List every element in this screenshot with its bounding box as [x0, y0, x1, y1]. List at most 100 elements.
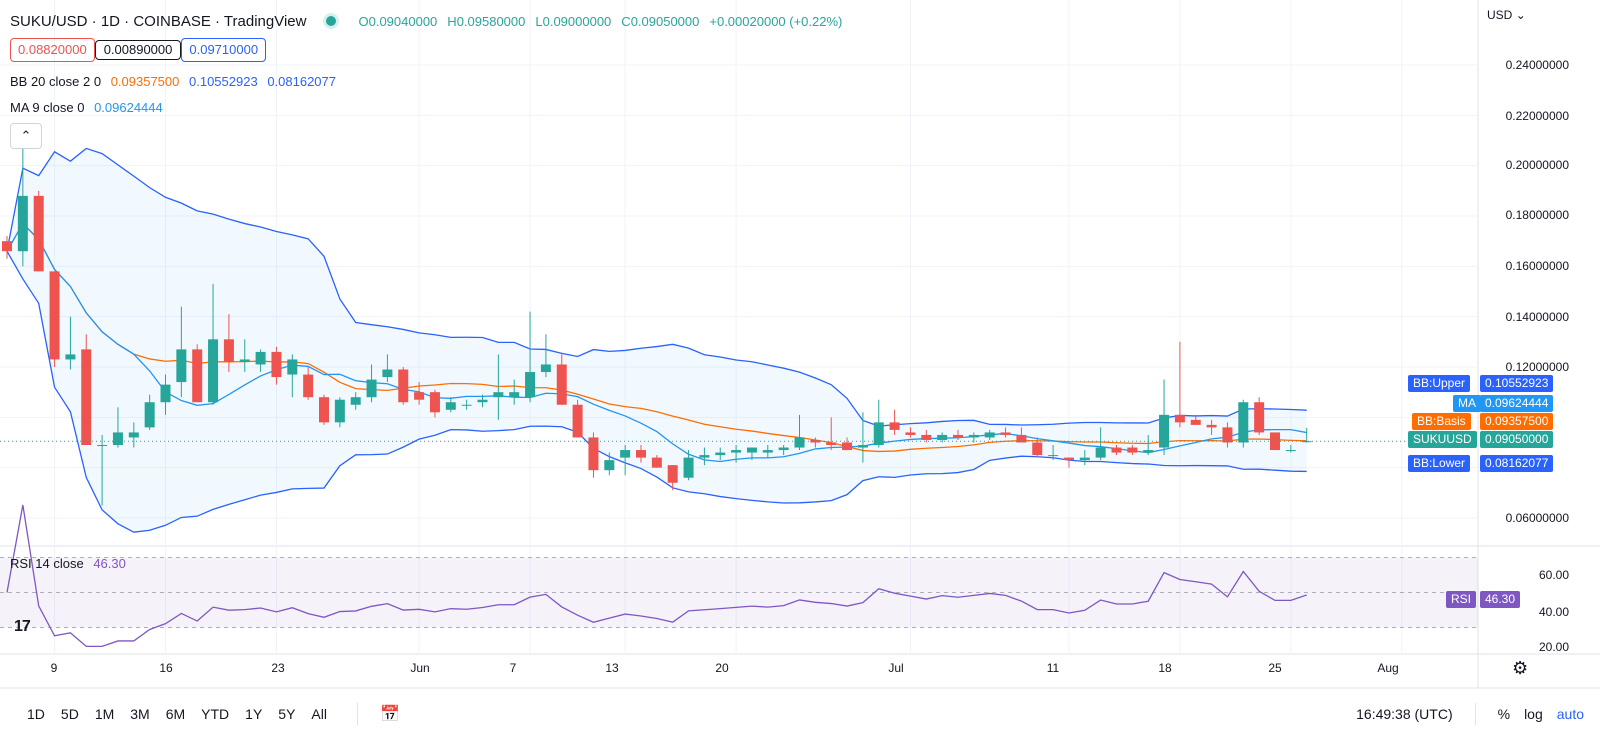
rsi-line [6, 504, 1307, 648]
candle-body [857, 445, 868, 448]
price-tick: 0.14000000 [1505, 310, 1569, 324]
candle-body [905, 432, 916, 435]
price-tick: 0.20000000 [1505, 158, 1569, 172]
ohlc-change: +0.00020000 (+0.22%) [709, 13, 843, 29]
candle-body [746, 447, 757, 453]
candle-body [1254, 402, 1265, 433]
candle-body [762, 450, 773, 453]
candle-body [683, 457, 694, 478]
candle-body [445, 402, 456, 410]
candle-body [620, 450, 631, 458]
bb-name: BB 20 close 2 0 [10, 74, 102, 89]
candle-body [287, 359, 298, 375]
settings-gear-icon[interactable]: ⚙ [1512, 658, 1529, 678]
range-5y[interactable]: 5Y [278, 706, 296, 722]
candle-body [192, 349, 203, 403]
go-to-date-calendar-icon[interactable]: 📅 [379, 706, 400, 723]
range-3m[interactable]: 3M [130, 706, 150, 722]
candle-body [414, 392, 425, 400]
time-tick: 20 [715, 661, 729, 675]
candle-body [984, 432, 995, 438]
rsi-tick: 20.00 [1538, 640, 1569, 654]
bb-band-fill [7, 148, 1307, 533]
ohlc-low: L0.09000000 [535, 13, 612, 29]
candle-body [33, 195, 44, 272]
time-tick: 18 [1158, 661, 1172, 675]
candle-body [1063, 457, 1074, 461]
candle-body [509, 392, 520, 398]
range-ytd[interactable]: YTD [201, 706, 230, 722]
range-all[interactable]: All [311, 706, 327, 722]
candle-body [826, 442, 837, 446]
candle-body [699, 455, 710, 458]
range-1m[interactable]: 1M [94, 706, 115, 722]
candle-body [1159, 414, 1170, 448]
buy-button[interactable]: 0.09710000 [181, 38, 267, 62]
candle-body [1238, 402, 1249, 443]
candle-body [334, 399, 345, 423]
candle-body [398, 369, 409, 403]
price-tick: 0.22000000 [1505, 109, 1569, 123]
price-tick: 0.24000000 [1505, 58, 1569, 72]
ma-line [6, 222, 1307, 463]
toolbar-divider [356, 703, 358, 725]
legend-rsi[interactable]: RSI 14 close 46.30 [10, 556, 126, 571]
candle-body [81, 349, 92, 446]
time-tick: Aug [1377, 661, 1399, 675]
time-tick: 7 [509, 661, 517, 675]
candle-body [1032, 442, 1043, 456]
chevron-down-icon: ⌄ [1515, 8, 1526, 22]
tag-bb-basis-name: BB:Basis [1412, 413, 1471, 430]
candle-body [889, 422, 900, 430]
candle-body [1222, 427, 1233, 443]
utc-clock[interactable]: 16:49:38 (UTC) [1356, 706, 1453, 722]
candle-body [65, 354, 76, 360]
symbol-title[interactable]: SUKU/USD · 1D · COINBASE · TradingView [10, 12, 307, 30]
rsi-tick: 40.00 [1538, 605, 1569, 619]
candle-body [271, 351, 282, 378]
candle-body [97, 445, 108, 447]
range-selector: 1D 5D 1M 3M 6M YTD 1Y 5Y All [19, 706, 335, 722]
time-tick: 13 [605, 661, 619, 675]
currency-selector[interactable]: USD ⌄ [1487, 8, 1526, 22]
percent-toggle[interactable]: % [1497, 706, 1511, 722]
price-tick: 0.06000000 [1505, 511, 1569, 525]
range-6m[interactable]: 6M [165, 706, 186, 722]
market-status-icon[interactable] [326, 16, 337, 26]
candle-body [778, 447, 789, 451]
candle-body [842, 442, 853, 451]
candle-body [636, 450, 646, 458]
price-tick: 0.18000000 [1505, 208, 1569, 222]
log-toggle[interactable]: log [1524, 706, 1543, 722]
auto-toggle[interactable]: auto [1556, 706, 1584, 722]
candle-body [1095, 447, 1106, 458]
toolbar-divider [1474, 703, 1476, 725]
candle-body [1301, 441, 1312, 443]
range-5d[interactable]: 5D [60, 706, 79, 722]
candle-body [461, 404, 472, 406]
bb-lower-line [6, 250, 1307, 533]
collapse-legend-button[interactable]: ⌃ [10, 123, 42, 149]
rsi-value: 46.30 [93, 556, 126, 571]
legend-bb[interactable]: BB 20 close 2 0 0.09357500 0.10552923 0.… [10, 74, 336, 89]
bb-upper-value: 0.10552923 [189, 74, 258, 89]
range-1y[interactable]: 1Y [245, 706, 263, 722]
tag-symbol-value: 0.09050000 [1480, 431, 1554, 448]
candle-body [953, 434, 963, 438]
time-tick: 11 [1046, 661, 1060, 675]
candle-body [968, 434, 979, 438]
tag-rsi-name: RSI [1446, 591, 1477, 608]
candle-body [176, 349, 187, 383]
time-tick: 16 [159, 661, 173, 675]
ohlc-open: O0.09040000 [358, 13, 438, 29]
range-1d[interactable]: 1D [27, 706, 45, 722]
bb-upper-line [6, 147, 1307, 427]
sell-button[interactable]: 0.08820000 [10, 38, 95, 62]
legend-ma[interactable]: MA 9 close 0 0.09624444 [10, 100, 163, 115]
time-tick: Jul [888, 661, 904, 675]
time-tick: 25 [1268, 661, 1282, 675]
tag-ma-value: 0.09624444 [1480, 395, 1554, 412]
bb-basis-line [6, 222, 1307, 453]
tradingview-logo[interactable]: 17 [14, 618, 31, 635]
